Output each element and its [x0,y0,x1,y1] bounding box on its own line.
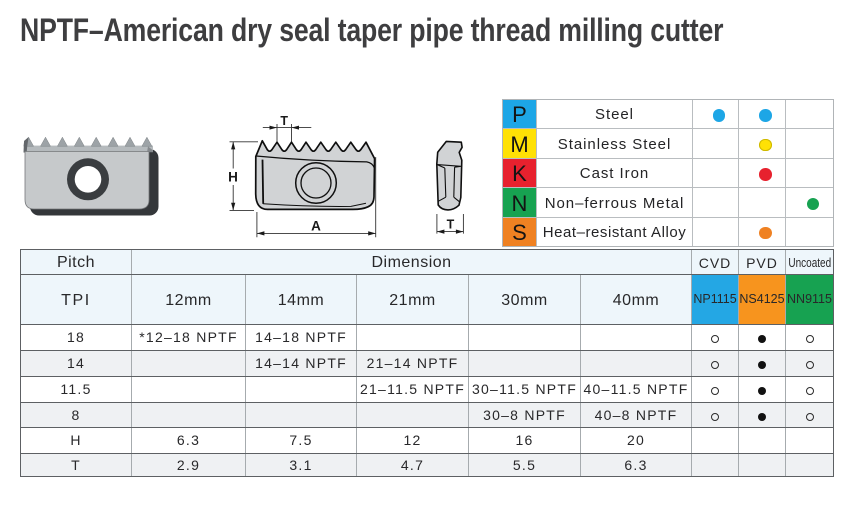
svg-text:T: T [280,114,288,128]
svg-text:A: A [311,219,321,234]
svg-text:T: T [447,218,455,232]
svg-text:H: H [228,170,238,185]
